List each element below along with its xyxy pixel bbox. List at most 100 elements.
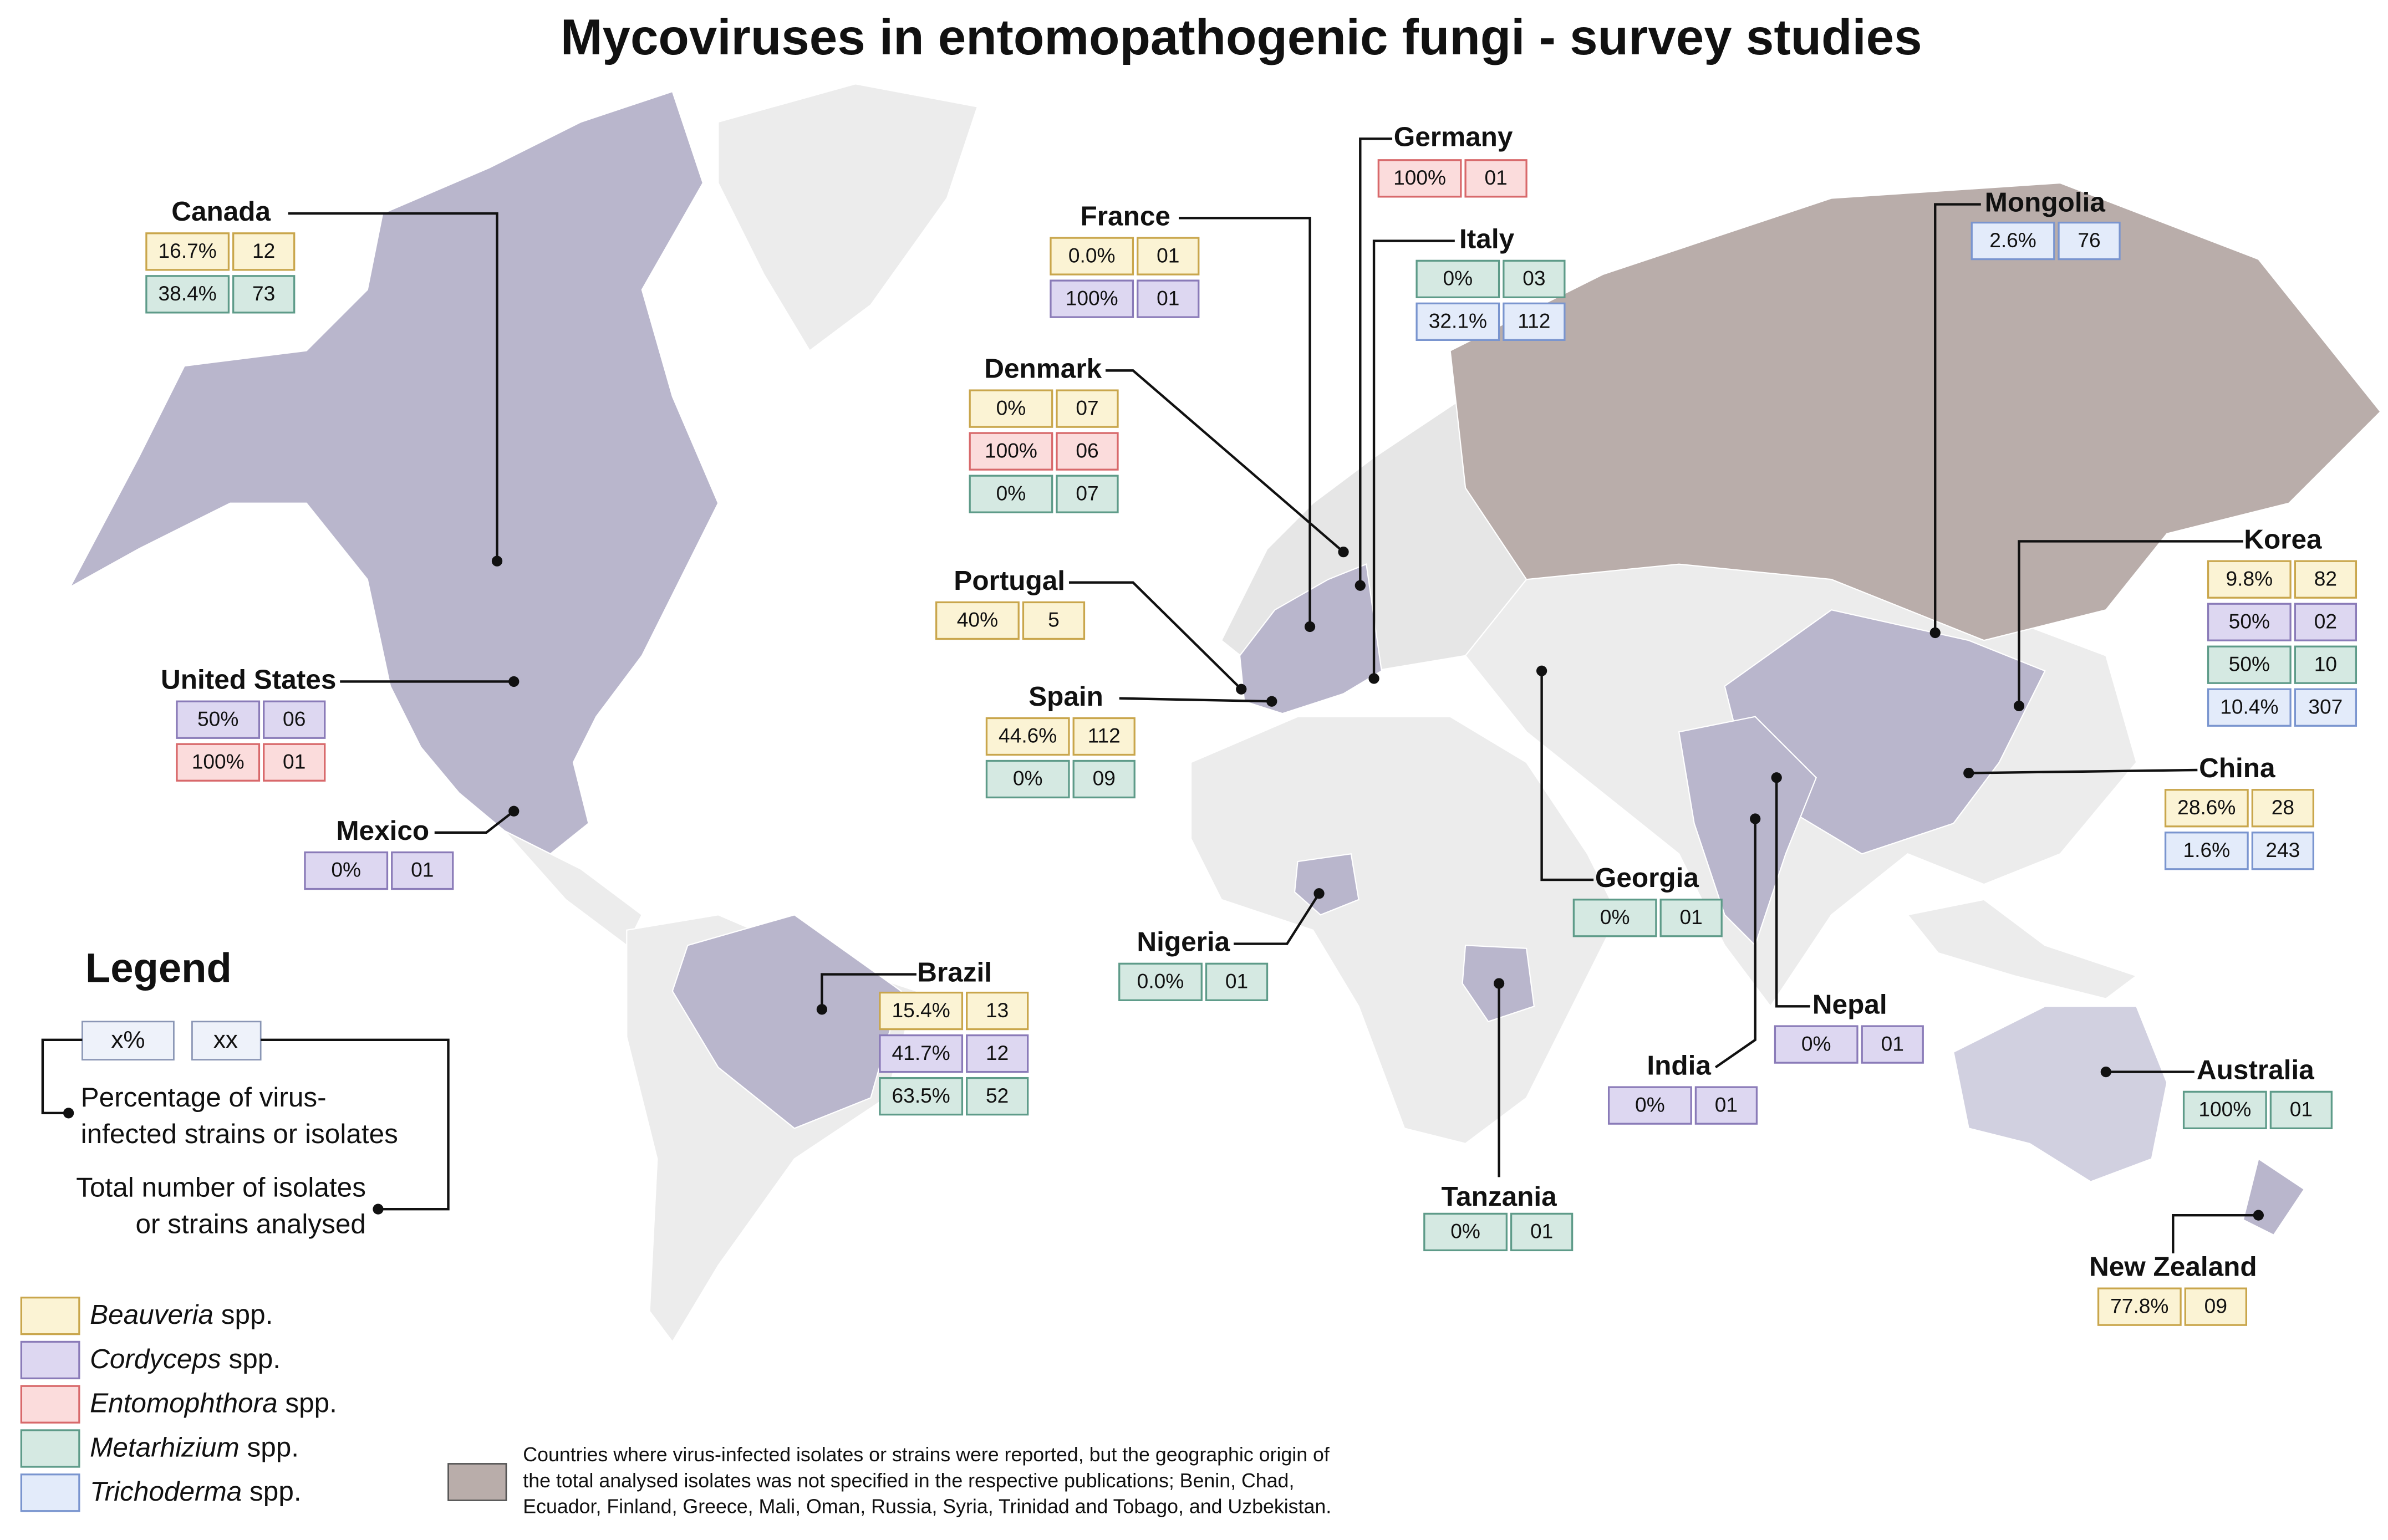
percent-value: 0%: [1600, 905, 1630, 929]
country-callout: Tanzania 0% 01: [1423, 978, 1574, 1252]
legend-example-percent: x%: [111, 1026, 145, 1053]
leader-line: [1372, 239, 1455, 679]
location-dot: [508, 676, 520, 687]
count-value: 52: [986, 1084, 1009, 1107]
count-value: 01: [2290, 1098, 2313, 1121]
location-dot: [816, 1004, 828, 1015]
percent-value: 100%: [1066, 286, 1118, 309]
legend-swatch: [20, 1297, 80, 1335]
location-dot: [2253, 1210, 2264, 1221]
legend-label: Beauveria spp.: [90, 1299, 273, 1330]
percent-box: [1377, 159, 1462, 198]
count-value: 82: [2314, 567, 2337, 590]
percent-box: [2097, 1287, 2182, 1326]
country-callout: Denmark 0% 07 100% 06 0% 07: [969, 353, 1349, 558]
count-value: 76: [2078, 228, 2100, 252]
count-value: 01: [1484, 166, 1507, 189]
country-name: Denmark: [984, 353, 1102, 384]
legend-example-box: [82, 1021, 175, 1060]
central-america: [504, 830, 643, 946]
location-dot: [1750, 813, 1761, 824]
percent-box: [1971, 221, 2055, 261]
legend-connector: [41, 1038, 83, 1115]
count-box: [2184, 1287, 2247, 1326]
legend-description: infected strains or isolates: [81, 1119, 398, 1149]
australia: [1953, 1006, 2168, 1182]
count-box: [966, 991, 1029, 1031]
brazil: [671, 914, 902, 1129]
percent-value: 38.4%: [159, 282, 217, 305]
percent-box: [935, 601, 1020, 640]
legend-swatch: [20, 1385, 80, 1424]
country-name: Nepal: [1812, 989, 1887, 1019]
country-callout: Portugal 40% 5: [935, 565, 1247, 695]
leader-line: [1775, 777, 1810, 1008]
percent-value: 0.0%: [1137, 970, 1184, 993]
russia: [1449, 182, 2381, 641]
percent-box: [879, 1034, 964, 1073]
legend-swatch: [20, 1340, 80, 1380]
count-box: [1205, 962, 1269, 1001]
count-value: 73: [252, 282, 275, 305]
leader-line: [1968, 768, 2198, 774]
country-name: Korea: [2244, 524, 2322, 555]
count-value: 03: [1523, 267, 1545, 290]
count-box: [232, 232, 296, 271]
percent-value: 50%: [2229, 609, 2270, 633]
world-map: [68, 83, 2381, 1343]
count-box: [1510, 1212, 1574, 1252]
percent-value: 2.6%: [1989, 228, 2036, 252]
count-value: 01: [1225, 970, 1248, 993]
percent-box: [1572, 899, 1657, 937]
percent-box: [2207, 560, 2292, 599]
count-box: [1659, 899, 1723, 937]
legend: Legend x% xx Percentage of virus- infect…: [20, 945, 450, 1512]
location-dot: [2013, 700, 2025, 712]
location-dot: [1313, 888, 1325, 899]
count-box: [1056, 389, 1119, 428]
country-callout: India 0% 01: [1607, 813, 1761, 1125]
location-dot: [1963, 767, 1974, 779]
genus-name: Trichoderma: [90, 1476, 242, 1507]
count-box: [966, 1034, 1029, 1073]
genus-suffix: spp.: [250, 1476, 302, 1507]
percent-value: 100%: [1393, 166, 1446, 189]
percent-value: 50%: [197, 707, 238, 730]
percent-value: 1.6%: [2183, 838, 2231, 861]
percent-value: 32.1%: [1429, 309, 1487, 333]
count-value: 01: [411, 858, 434, 881]
count-value: 12: [986, 1041, 1009, 1064]
percent-box: [1607, 1086, 1692, 1125]
percent-value: 100%: [192, 749, 245, 773]
legend-example-box: [191, 1021, 262, 1060]
leader-line: [1178, 217, 1311, 627]
country-name: Mexico: [336, 815, 429, 846]
count-value: 13: [986, 998, 1009, 1022]
location-dot: [1368, 673, 1379, 684]
legend-label: Entomophthora spp.: [90, 1388, 337, 1419]
count-box: [2294, 603, 2358, 641]
country-name: Brazil: [917, 957, 992, 988]
country-callout: Australia 100% 01: [2100, 1055, 2333, 1130]
count-box: [1464, 159, 1527, 198]
leader-line: [434, 810, 515, 834]
count-value: 09: [1093, 767, 1116, 790]
count-box: [2294, 688, 2358, 727]
count-box: [1694, 1086, 1758, 1125]
country-name: China: [2199, 753, 2275, 783]
country-name: Spain: [1028, 681, 1103, 712]
percent-box: [1416, 302, 1500, 341]
leader-line: [1540, 671, 1594, 881]
percent-value: 0%: [996, 481, 1026, 504]
note-text: Countries where virus-infected isolates …: [523, 1444, 1330, 1466]
percent-box: [145, 232, 230, 271]
country-callout: Nigeria 0.0% 01: [1118, 888, 1325, 1001]
percent-box: [985, 759, 1070, 799]
africa: [1190, 716, 1619, 1145]
percent-box: [176, 700, 261, 739]
location-dot: [508, 805, 520, 817]
count-box: [2294, 560, 2358, 599]
greenland: [717, 83, 979, 352]
count-value: 01: [1157, 286, 1179, 309]
